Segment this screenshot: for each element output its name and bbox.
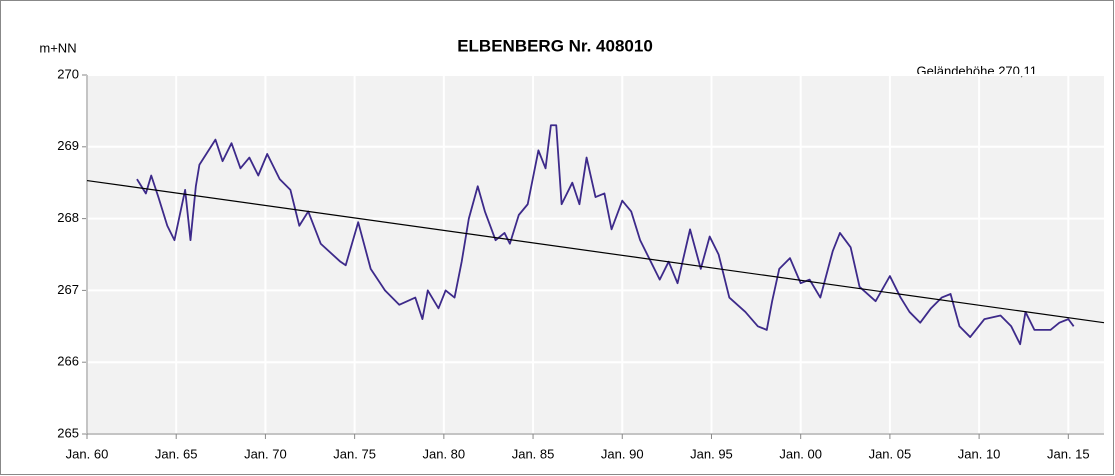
series-line — [86, 179, 1105, 324]
x-tick-label: Jan. 95 — [690, 446, 733, 461]
x-tick-label: Jan. 85 — [512, 446, 555, 461]
x-tick-label: Jan. 05 — [869, 446, 912, 461]
x-tick-label: Jan. 90 — [601, 446, 644, 461]
series-line — [136, 124, 1075, 346]
y-tick-label: 270 — [57, 66, 79, 81]
x-tick-label: Jan. 80 — [423, 446, 466, 461]
x-tick-label: Jan. 60 — [66, 446, 109, 461]
x-tick-label: Jan. 65 — [155, 446, 198, 461]
plot-area — [87, 75, 1104, 434]
x-tick-label: Jan. 15 — [1047, 446, 1090, 461]
x-tick-label: Jan. 75 — [333, 446, 376, 461]
y-tick-label: 268 — [57, 210, 79, 225]
y-axis-label: m+NN — [39, 40, 76, 55]
y-tick-label: 267 — [57, 282, 79, 297]
x-tick-label: Jan. 70 — [244, 446, 287, 461]
y-tick-label: 265 — [57, 425, 79, 440]
y-tick-label: 269 — [57, 138, 79, 153]
y-tick-label: 266 — [57, 354, 79, 369]
chart-title: ELBENBERG Nr. 408010 — [457, 36, 653, 55]
x-tick-label: Jan. 10 — [958, 446, 1001, 461]
x-tick-label: Jan. 00 — [779, 446, 822, 461]
annotation: Geländehöhe 270,11 — [917, 63, 1037, 78]
